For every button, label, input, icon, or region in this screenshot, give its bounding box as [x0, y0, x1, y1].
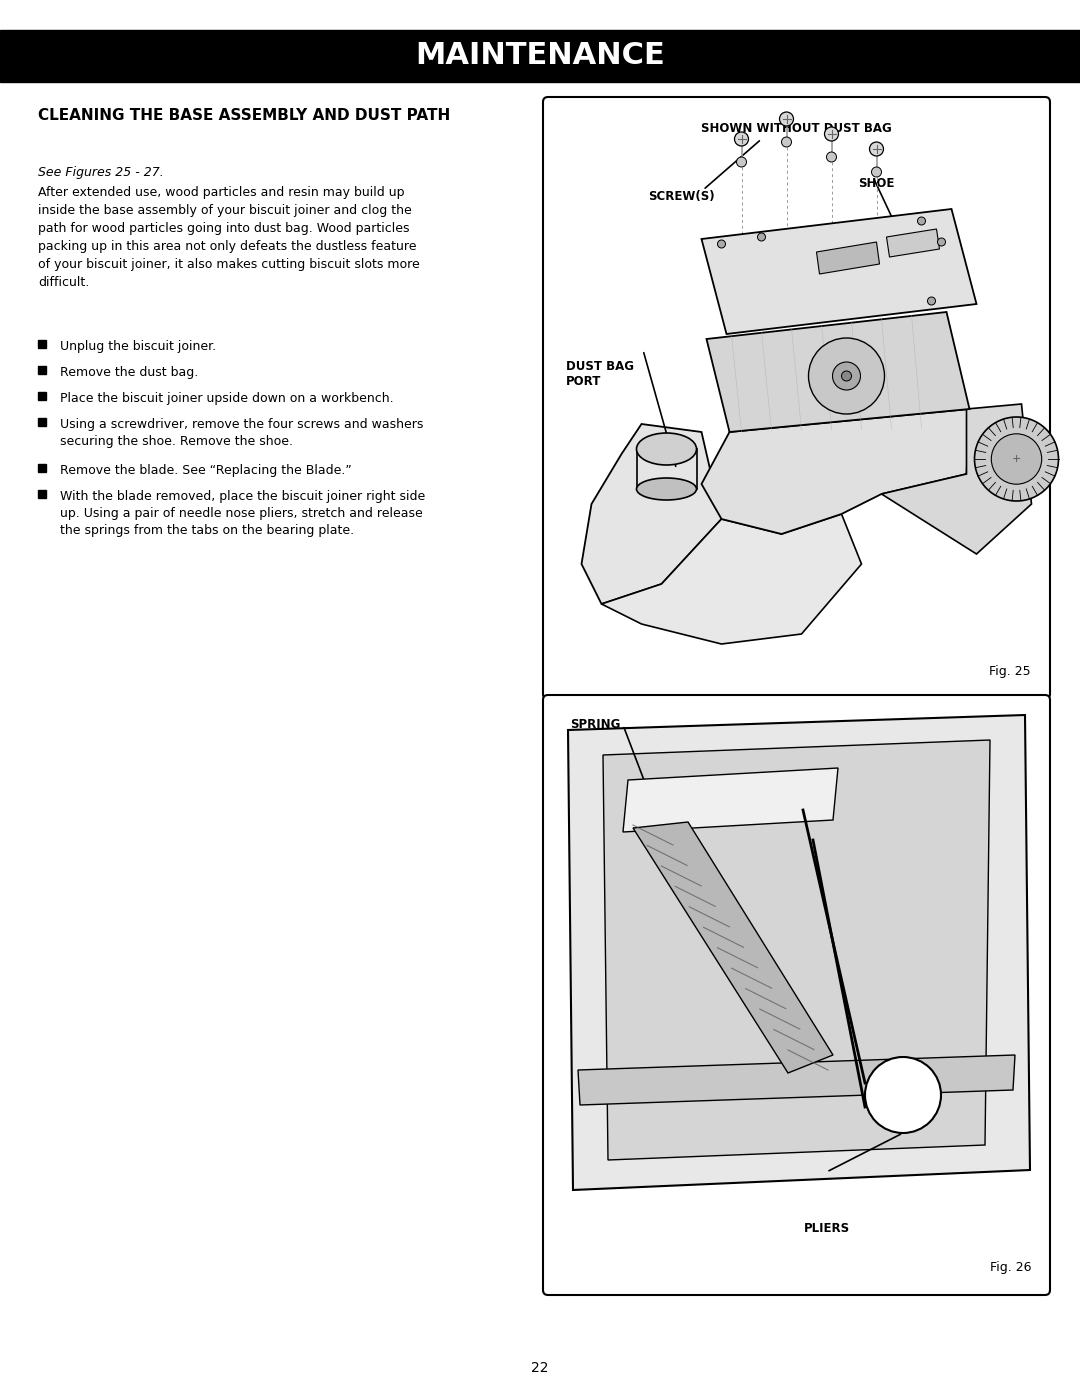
Bar: [38, 366, 46, 374]
Circle shape: [780, 112, 794, 126]
Circle shape: [737, 156, 746, 168]
Bar: [38, 490, 46, 497]
Polygon shape: [581, 425, 721, 604]
Circle shape: [824, 127, 838, 141]
Circle shape: [841, 372, 851, 381]
Bar: [38, 393, 46, 400]
Circle shape: [833, 362, 861, 390]
Polygon shape: [602, 514, 862, 644]
Text: SPRING: SPRING: [570, 718, 620, 731]
Text: SHOE: SHOE: [858, 177, 894, 190]
Text: Using a screwdriver, remove the four screws and washers
securing the shoe. Remov: Using a screwdriver, remove the four scr…: [60, 418, 423, 448]
Circle shape: [826, 152, 837, 162]
Circle shape: [991, 434, 1042, 485]
Circle shape: [865, 1058, 941, 1133]
Text: Remove the dust bag.: Remove the dust bag.: [60, 366, 199, 379]
Bar: [38, 464, 46, 472]
Polygon shape: [881, 404, 1031, 555]
Polygon shape: [702, 409, 970, 534]
Polygon shape: [568, 715, 1030, 1190]
Polygon shape: [623, 768, 838, 833]
Circle shape: [734, 131, 748, 147]
Text: MAINTENANCE: MAINTENANCE: [415, 42, 665, 70]
Text: Unplug the biscuit joiner.: Unplug the biscuit joiner.: [60, 339, 216, 353]
FancyBboxPatch shape: [543, 96, 1050, 698]
Circle shape: [782, 137, 792, 147]
Text: See Figures 25 - 27.: See Figures 25 - 27.: [38, 166, 164, 179]
Polygon shape: [887, 229, 940, 257]
Text: Fig. 25: Fig. 25: [989, 665, 1031, 678]
Text: 22: 22: [531, 1361, 549, 1375]
Text: +: +: [1012, 454, 1022, 464]
Text: SHOWN WITHOUT DUST BAG: SHOWN WITHOUT DUST BAG: [701, 122, 892, 136]
Circle shape: [918, 217, 926, 225]
Ellipse shape: [636, 433, 697, 465]
Text: DUST BAG
PORT: DUST BAG PORT: [566, 360, 634, 388]
Polygon shape: [706, 312, 970, 432]
Text: PLIERS: PLIERS: [804, 1222, 850, 1235]
Circle shape: [974, 416, 1058, 502]
Circle shape: [937, 237, 945, 246]
Text: Remove the blade. See “Replacing the Blade.”: Remove the blade. See “Replacing the Bla…: [60, 464, 352, 476]
Polygon shape: [578, 1055, 1015, 1105]
Text: With the blade removed, place the biscuit joiner right side
up. Using a pair of : With the blade removed, place the biscui…: [60, 490, 426, 536]
Text: After extended use, wood particles and resin may build up
inside the base assemb: After extended use, wood particles and r…: [38, 186, 420, 289]
Ellipse shape: [636, 478, 697, 500]
Bar: [38, 339, 46, 348]
Circle shape: [809, 338, 885, 414]
Circle shape: [928, 298, 935, 305]
Polygon shape: [603, 740, 990, 1160]
Text: Place the biscuit joiner upside down on a workbench.: Place the biscuit joiner upside down on …: [60, 393, 393, 405]
Text: SCREW(S): SCREW(S): [648, 190, 715, 203]
Text: CLEANING THE BASE ASSEMBLY AND DUST PATH: CLEANING THE BASE ASSEMBLY AND DUST PATH: [38, 108, 450, 123]
Circle shape: [757, 233, 766, 242]
Polygon shape: [702, 210, 976, 334]
Circle shape: [869, 142, 883, 156]
Circle shape: [872, 168, 881, 177]
FancyBboxPatch shape: [543, 694, 1050, 1295]
Text: Fig. 26: Fig. 26: [989, 1261, 1031, 1274]
Polygon shape: [633, 821, 833, 1073]
Bar: [38, 418, 46, 426]
Circle shape: [717, 240, 726, 249]
Polygon shape: [816, 242, 879, 274]
Bar: [0, 29, 1080, 82]
